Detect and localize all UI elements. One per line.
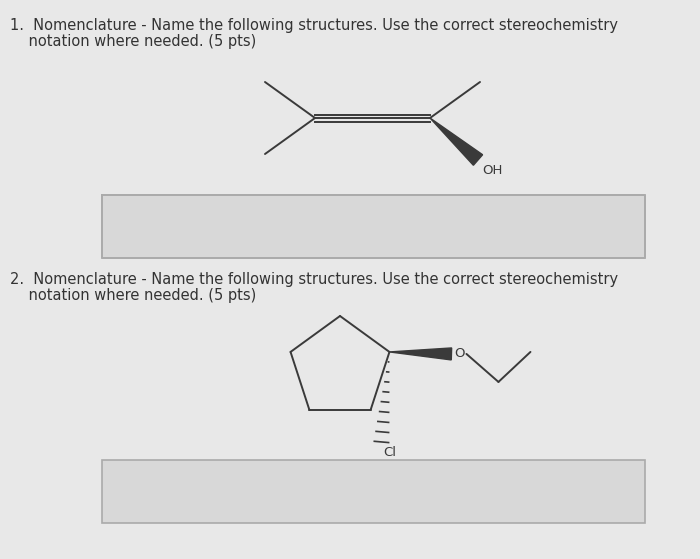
Text: notation where needed. (5 pts): notation where needed. (5 pts) xyxy=(10,288,256,303)
Polygon shape xyxy=(430,118,482,165)
Text: notation where needed. (5 pts): notation where needed. (5 pts) xyxy=(10,34,256,49)
Text: 1.  Nomenclature - Name the following structures. Use the correct stereochemistr: 1. Nomenclature - Name the following str… xyxy=(10,18,618,33)
Text: OH: OH xyxy=(482,164,503,177)
Text: O: O xyxy=(454,348,465,361)
Polygon shape xyxy=(389,348,452,360)
Bar xyxy=(102,460,645,523)
Text: Cl: Cl xyxy=(384,446,396,459)
Bar xyxy=(102,195,645,258)
Text: 2.  Nomenclature - Name the following structures. Use the correct stereochemistr: 2. Nomenclature - Name the following str… xyxy=(10,272,618,287)
